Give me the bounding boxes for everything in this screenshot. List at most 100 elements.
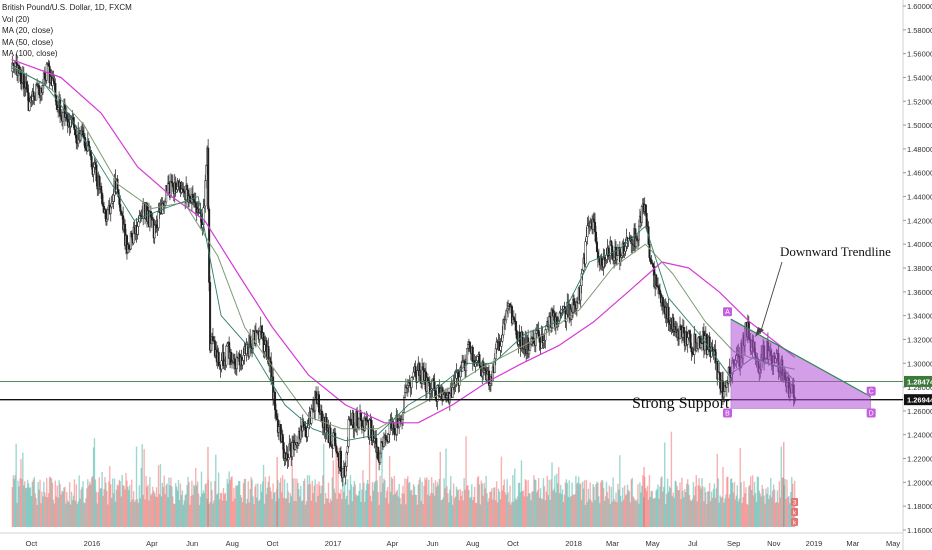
- volume-bar: [250, 476, 252, 527]
- volume-bar: [403, 493, 405, 527]
- volume-bar: [189, 504, 191, 527]
- volume-bar: [199, 496, 202, 527]
- volume-bar: [448, 502, 450, 527]
- candle-body: [349, 418, 352, 422]
- candle-body: [461, 362, 464, 372]
- volume-bar: [302, 500, 304, 527]
- triangle-label-box: [722, 307, 732, 317]
- volume-bar: [233, 487, 235, 527]
- volume-bar: [414, 494, 417, 527]
- x-tick-label: Jun: [186, 539, 198, 548]
- volume-bar: [136, 499, 139, 527]
- volume-bar: [326, 498, 329, 527]
- volume-bar: [538, 497, 541, 527]
- volume-bar: [780, 446, 782, 527]
- volume-bar: [63, 487, 65, 527]
- price-label-box: [904, 394, 932, 406]
- volume-bar: [310, 500, 313, 527]
- volume-label-box: [791, 508, 798, 516]
- volume-bar: [587, 488, 590, 527]
- volume-bar: [705, 492, 707, 527]
- volume-bar: [560, 493, 563, 527]
- volume-bar: [231, 476, 233, 527]
- triangle-pattern: [730, 318, 872, 409]
- volume-bar: [98, 477, 100, 527]
- volume-bar: [624, 495, 627, 527]
- volume-bar: [335, 439, 337, 527]
- volume-bar: [272, 483, 274, 527]
- volume-bar: [220, 493, 223, 527]
- volume-bar: [654, 497, 656, 527]
- volume-bar: [596, 481, 598, 527]
- volume-bar: [407, 476, 409, 527]
- volume-bar: [532, 491, 534, 527]
- volume-bar: [69, 504, 72, 527]
- volume-bar: [387, 486, 389, 527]
- volume-bar: [360, 501, 362, 527]
- volume-bar: [262, 464, 265, 527]
- volume-bar: [553, 488, 555, 527]
- volume-label: k: [793, 510, 797, 517]
- volume-bar-spike: [783, 442, 785, 527]
- volume-bar: [132, 491, 135, 527]
- volume-bar: [750, 490, 753, 527]
- volume-bar: [138, 485, 141, 527]
- volume-bar: [740, 482, 742, 527]
- volume-bar: [650, 491, 653, 527]
- volume-bar: [48, 476, 51, 527]
- volume-bar: [615, 492, 617, 527]
- volume-bar: [203, 493, 206, 527]
- volume-bar: [228, 471, 230, 527]
- volume-bar: [140, 467, 142, 527]
- volume-bar: [718, 502, 720, 527]
- volume-bar: [97, 492, 99, 527]
- volume-bar: [492, 499, 494, 527]
- volume-bar: [145, 475, 147, 527]
- volume-bar: [481, 483, 483, 527]
- volume-bar: [518, 482, 521, 527]
- volume-bar: [216, 493, 219, 527]
- volume-bar: [57, 497, 59, 527]
- volume-bar: [610, 486, 612, 527]
- candle-body: [528, 350, 531, 355]
- volume-bar: [537, 477, 540, 527]
- volume-bar: [329, 498, 332, 527]
- volume-bar: [53, 503, 56, 527]
- volume-bar: [293, 500, 295, 527]
- volume-bar: [458, 500, 461, 527]
- volume-bar: [504, 492, 506, 527]
- volume-bar: [674, 480, 676, 527]
- volume-bar: [275, 501, 277, 527]
- volume-bar: [43, 481, 45, 527]
- ma20-line: [11, 67, 796, 442]
- volume-bar: [690, 500, 693, 527]
- volume-bar: [66, 491, 68, 527]
- volume-bar: [279, 482, 281, 527]
- volume-bar: [770, 477, 772, 527]
- volume-bar: [619, 455, 621, 527]
- volume-bar: [253, 504, 255, 527]
- volume-bar: [109, 466, 111, 527]
- downward-trendline: [730, 318, 871, 398]
- volume-bar: [387, 503, 390, 527]
- volume-bar: [450, 475, 452, 527]
- volume-bar: [249, 488, 251, 527]
- volume-bar: [348, 490, 351, 527]
- chart-legend: British Pound/U.S. Dollar, 1D, FXCM Vol …: [2, 2, 132, 60]
- volume-bar: [697, 485, 699, 527]
- volume-bar: [116, 484, 119, 527]
- volume-bar: [240, 497, 243, 527]
- volume-bar: [728, 494, 731, 527]
- volume-bar: [327, 482, 330, 527]
- volume-bar: [736, 485, 739, 527]
- volume-bar: [675, 481, 677, 527]
- volume-bar: [647, 499, 650, 527]
- volume-bar: [692, 482, 695, 527]
- volume-bar: [347, 504, 350, 527]
- volume-bar: [242, 483, 245, 527]
- volume-bar: [482, 495, 484, 527]
- volume-bar: [515, 499, 518, 527]
- volume-bar: [202, 490, 205, 527]
- volume-bar: [613, 498, 615, 527]
